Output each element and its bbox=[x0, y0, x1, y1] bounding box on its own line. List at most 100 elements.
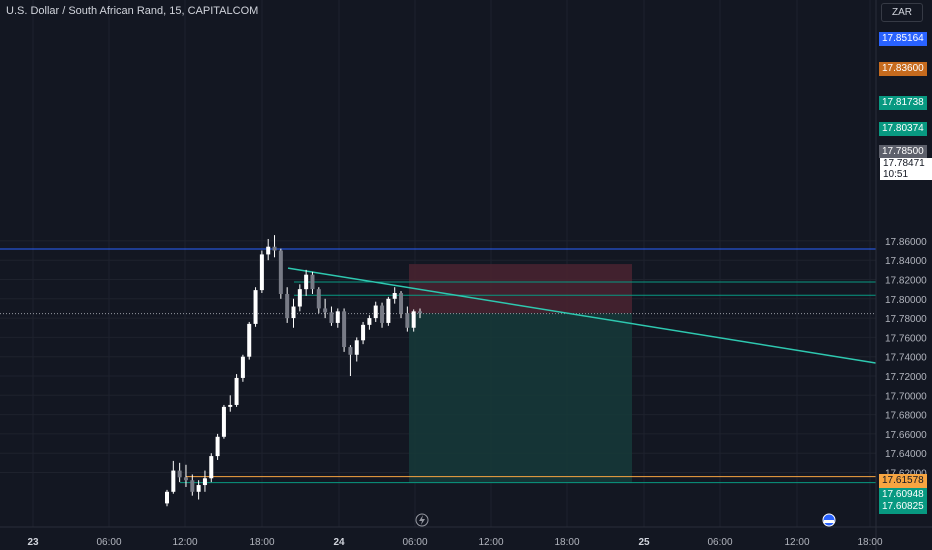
x-tick-label: 06:00 bbox=[402, 537, 427, 548]
candle-body bbox=[209, 456, 214, 479]
price-axis[interactable] bbox=[876, 0, 932, 550]
candle-body bbox=[234, 377, 239, 405]
price-tag-stop: 17.83600 bbox=[879, 62, 927, 76]
candle-body bbox=[342, 311, 347, 348]
x-tick-label: 24 bbox=[333, 537, 345, 548]
price-tag-orange: 17.61578 bbox=[879, 474, 927, 488]
candle bbox=[228, 395, 233, 412]
currency-button[interactable]: ZAR bbox=[881, 3, 923, 22]
candle-body bbox=[348, 347, 353, 355]
price-tag-target: 17.60948 bbox=[879, 488, 927, 502]
price-tag-teal-3: 17.60825 bbox=[879, 500, 927, 514]
candle-body bbox=[323, 308, 328, 313]
x-tick-label: 23 bbox=[27, 537, 39, 548]
candle-body bbox=[278, 250, 283, 294]
candle bbox=[399, 291, 404, 319]
us-flag-event-icon[interactable] bbox=[822, 513, 836, 527]
x-tick-label: 06:00 bbox=[707, 537, 732, 548]
candle bbox=[196, 480, 201, 500]
candle bbox=[405, 306, 410, 332]
y-tick-label: 17.76000 bbox=[885, 333, 927, 344]
candle-body bbox=[373, 305, 378, 319]
candle-body bbox=[316, 289, 321, 309]
bar-countdown: 10:51 bbox=[883, 169, 909, 180]
candle bbox=[285, 287, 290, 323]
x-tick-label: 18:00 bbox=[857, 537, 882, 548]
candle bbox=[272, 235, 277, 258]
candle-body bbox=[361, 324, 366, 341]
lightning-event-icon[interactable] bbox=[415, 513, 429, 527]
candle bbox=[183, 464, 188, 487]
candle bbox=[190, 474, 195, 496]
y-tick-label: 17.72000 bbox=[885, 372, 927, 383]
candle bbox=[177, 462, 182, 483]
candle-body bbox=[196, 485, 201, 492]
x-tick-label: 18:00 bbox=[554, 537, 579, 548]
y-tick-label: 17.64000 bbox=[885, 449, 927, 460]
candle-body bbox=[297, 289, 302, 307]
candle bbox=[348, 345, 353, 376]
candle-body bbox=[171, 470, 176, 492]
candle bbox=[247, 321, 252, 360]
candle-body bbox=[177, 470, 182, 478]
candle-body bbox=[291, 306, 296, 319]
candle-body bbox=[354, 340, 359, 355]
x-tick-label: 12:00 bbox=[478, 537, 503, 548]
candle bbox=[354, 337, 359, 362]
trendline[interactable] bbox=[287, 267, 879, 365]
time-axis[interactable] bbox=[0, 527, 932, 550]
last-price-tag: 17.78471 10:51 bbox=[879, 158, 932, 180]
candle-body bbox=[392, 293, 397, 299]
x-tick-label: 18:00 bbox=[249, 537, 274, 548]
candle-body bbox=[253, 290, 258, 324]
x-tick-label: 12:00 bbox=[784, 537, 809, 548]
candle bbox=[266, 238, 271, 261]
price-tag-teal-2: 17.80374 bbox=[879, 122, 927, 136]
x-tick-label: 12:00 bbox=[172, 537, 197, 548]
candle bbox=[386, 296, 391, 326]
candle bbox=[240, 354, 245, 382]
candle-body bbox=[329, 312, 334, 323]
candle bbox=[253, 287, 258, 327]
candle bbox=[373, 301, 378, 322]
price-tag-entry: 17.78500 bbox=[879, 145, 927, 159]
candle bbox=[392, 287, 397, 304]
candle bbox=[304, 269, 309, 296]
last-price-value: 17.78471 bbox=[883, 158, 925, 169]
candle-body bbox=[335, 311, 340, 323]
chart-title: U.S. Dollar / South African Rand, 15, CA… bbox=[6, 5, 259, 17]
candle-body bbox=[266, 246, 271, 255]
candle bbox=[335, 308, 340, 328]
candle-body bbox=[259, 254, 264, 291]
candle bbox=[202, 470, 207, 492]
candle-body bbox=[418, 311, 422, 314]
candle-body bbox=[272, 246, 277, 251]
candle bbox=[418, 308, 422, 319]
candle-body bbox=[405, 313, 410, 328]
y-tick-label: 17.68000 bbox=[885, 411, 927, 422]
candle bbox=[297, 284, 302, 312]
candle-body bbox=[386, 298, 391, 323]
candle-body bbox=[215, 436, 220, 457]
candle bbox=[361, 321, 366, 345]
candle-body bbox=[399, 293, 404, 314]
x-tick-label: 06:00 bbox=[96, 537, 121, 548]
candle bbox=[329, 306, 334, 326]
candle bbox=[221, 404, 226, 439]
y-tick-label: 17.84000 bbox=[885, 256, 927, 267]
y-tick-label: 17.78000 bbox=[885, 314, 927, 325]
candle bbox=[380, 302, 385, 328]
y-tick-label: 17.74000 bbox=[885, 353, 927, 364]
y-tick-label: 17.82000 bbox=[885, 276, 927, 287]
candle-body bbox=[247, 323, 252, 357]
candle bbox=[316, 287, 321, 314]
candle bbox=[310, 271, 315, 294]
x-tick-label: 25 bbox=[638, 537, 650, 548]
take-profit-zone[interactable] bbox=[409, 313, 632, 483]
candle-body bbox=[380, 305, 385, 323]
candle bbox=[234, 374, 239, 407]
price-tag-teal-1: 17.81738 bbox=[879, 96, 927, 110]
candle-body bbox=[190, 480, 195, 492]
candle bbox=[291, 298, 296, 328]
